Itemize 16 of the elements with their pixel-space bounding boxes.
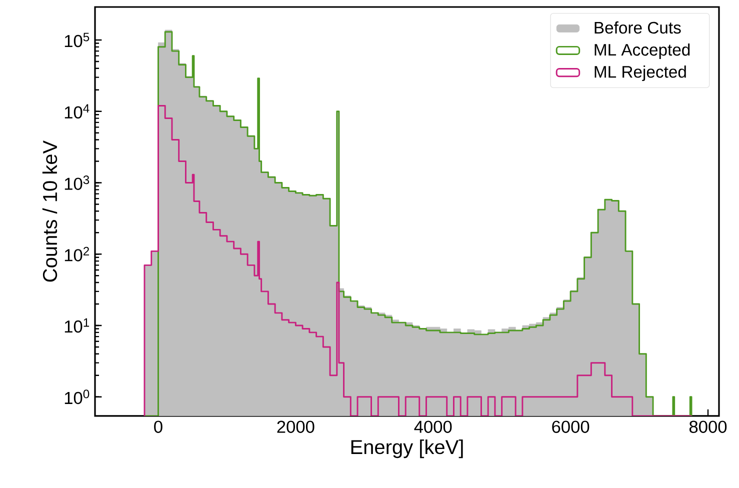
y-tick-label: 10$^{4}$: [64, 104, 90, 119]
y-axis-title: Counts / 10 keV: [42, 140, 58, 282]
legend-label: ML Rejected: [594, 66, 686, 82]
legend-label: Before Cuts: [594, 21, 681, 34]
y-tick-label: 10$^{0}$: [64, 390, 90, 404]
x-tick-label: 0: [154, 420, 162, 433]
x-tick-label: 8000: [689, 420, 727, 433]
y-tick-label: 10$^{1}$: [64, 318, 90, 333]
x-axis-title: Energy [keV]: [351, 439, 463, 458]
x-tick-label: 4000: [414, 420, 452, 433]
y-tick-label: 10$^{3}$: [64, 176, 90, 190]
y-tick-label: 10$^{2}$: [64, 246, 90, 262]
y-tick-label: 10$^{5}$: [64, 32, 90, 48]
legend-label: ML Accepted: [594, 43, 690, 59]
x-tick-label: 2000: [277, 420, 314, 433]
x-tick-label: 6000: [552, 420, 590, 433]
